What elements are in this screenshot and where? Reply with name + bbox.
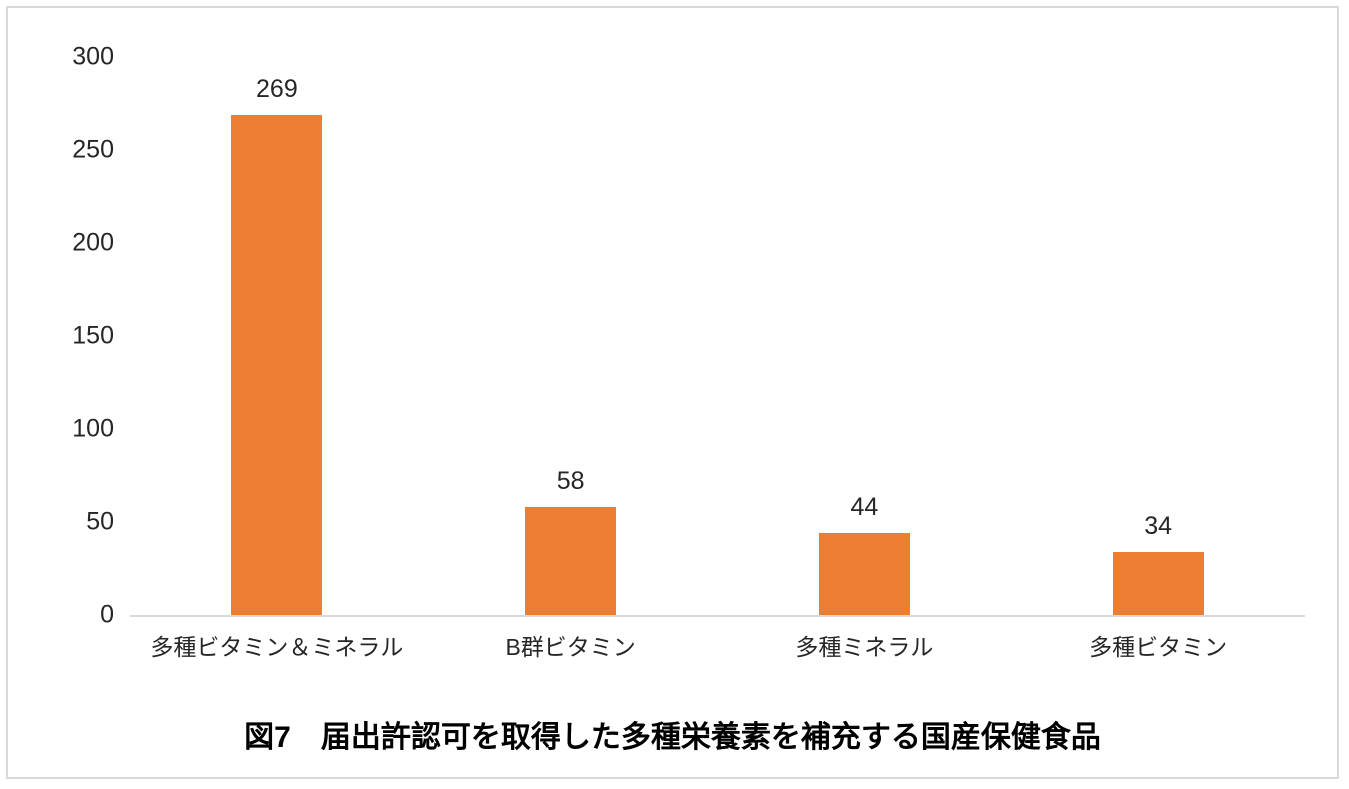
bar-column: 44: [718, 57, 1012, 615]
x-axis-labels: 多種ビタミン＆ミネラル B群ビタミン 多種ミネラル 多種ビタミン: [130, 633, 1305, 663]
bar: [525, 507, 617, 615]
y-tick-label: 250: [72, 135, 114, 164]
bar-value-label: 34: [1144, 511, 1173, 540]
bar-column: 58: [424, 57, 718, 615]
category-label: 多種ビタミン＆ミネラル: [150, 634, 404, 660]
y-tick-label: 50: [86, 507, 114, 536]
bar-column: 269: [130, 57, 424, 615]
chart-title: 図7 届出許認可を取得した多種栄養素を補充する国産保健食品: [244, 721, 1101, 754]
y-tick-label: 0: [100, 600, 114, 629]
category-label: 多種ビタミン: [1089, 634, 1228, 660]
bar-value-label: 269: [256, 74, 298, 103]
category-label: B群ビタミン: [505, 634, 636, 660]
bar: [818, 533, 910, 615]
bar-value-label: 44: [850, 493, 879, 522]
bar-value-label: 58: [556, 467, 585, 496]
chart-frame: 0 50 100 150 200 250 300 269 58 44 34 多種ビタミン＆ミネラル B…: [6, 6, 1339, 779]
y-tick-label: 300: [72, 42, 114, 71]
bar-column: 34: [1011, 57, 1305, 615]
y-tick-label: 200: [72, 228, 114, 257]
bar: [1112, 551, 1204, 615]
y-tick-label: 100: [72, 414, 114, 443]
category-label: 多種ミネラル: [795, 634, 934, 660]
plot-area: 0 50 100 150 200 250 300 269 58 44 34: [72, 44, 1305, 627]
y-tick-label: 150: [72, 321, 114, 350]
bar: [231, 114, 323, 615]
